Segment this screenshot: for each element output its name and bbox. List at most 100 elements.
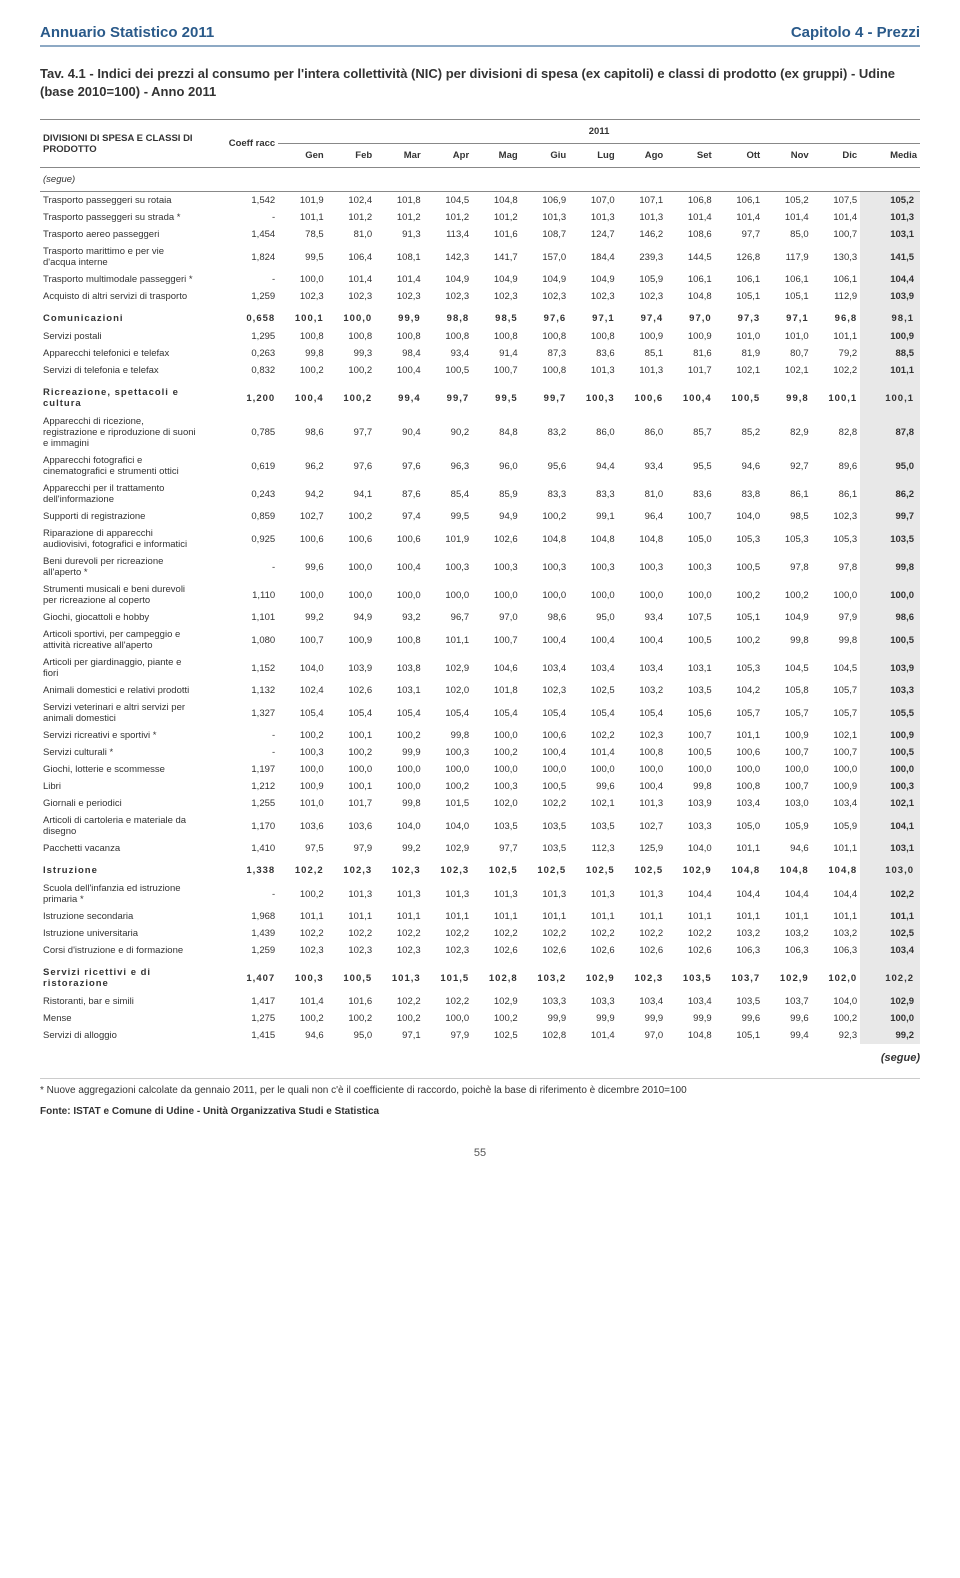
cell-value: 82,9: [763, 413, 812, 452]
cell-value: 102,0: [472, 795, 521, 812]
cell-value: 103,1: [375, 682, 424, 699]
cell-value: 97,7: [327, 413, 376, 452]
cell-value: 103,5: [521, 812, 570, 840]
cell-value: 103,5: [666, 959, 715, 993]
cell-value: 104,0: [715, 508, 764, 525]
segue-open: (segue): [40, 168, 920, 192]
cell-value: 105,9: [618, 271, 667, 288]
page-header: Annuario Statistico 2011 Capitolo 4 - Pr…: [40, 24, 920, 47]
cell-coeff: -: [205, 271, 278, 288]
cell-value: 100,3: [666, 553, 715, 581]
cell-value: 96,2: [278, 452, 327, 480]
cell-coeff: 0,243: [205, 480, 278, 508]
cell-value: 97,4: [375, 508, 424, 525]
cell-value: 101,4: [375, 271, 424, 288]
cell-value: 103,9: [327, 654, 376, 682]
cell-value: 101,4: [715, 209, 764, 226]
cell-value: 105,6: [666, 699, 715, 727]
cell-coeff: 1,170: [205, 812, 278, 840]
table-row: Strumenti musicali e beni durevoli per r…: [40, 581, 920, 609]
cell-value: 101,3: [618, 362, 667, 379]
cell-value: 91,4: [472, 345, 521, 362]
cell-value: 101,4: [569, 744, 618, 761]
row-label: Articoli sportivi, per campeggio e attiv…: [40, 626, 205, 654]
cell-value: 81,6: [666, 345, 715, 362]
cell-value: 104,6: [472, 654, 521, 682]
cell-coeff: 0,619: [205, 452, 278, 480]
table-row: Giochi, lotterie e scommesse1,197100,010…: [40, 761, 920, 778]
cell-value: 100,2: [327, 362, 376, 379]
source: Fonte: ISTAT e Comune di Udine - Unità O…: [40, 1106, 920, 1117]
cell-value: 102,3: [521, 682, 570, 699]
cell-value: 103,5: [569, 812, 618, 840]
cell-value: 100,5: [521, 778, 570, 795]
cell-value: 102,3: [327, 857, 376, 880]
cell-value: 101,3: [618, 209, 667, 226]
cell-value: 103,4: [860, 942, 920, 959]
cell-value: 99,4: [375, 379, 424, 413]
cell-value: 104,0: [424, 812, 473, 840]
cell-value: 100,9: [666, 328, 715, 345]
cell-value: 105,1: [763, 288, 812, 305]
cell-value: 101,1: [472, 908, 521, 925]
cell-value: 99,9: [375, 744, 424, 761]
cell-value: 103,4: [618, 654, 667, 682]
table-row: Corsi d'istruzione e di formazione1,2591…: [40, 942, 920, 959]
cell-value: 95,0: [860, 452, 920, 480]
cell-value: 96,8: [812, 305, 861, 328]
cell-value: 103,5: [472, 812, 521, 840]
cell-value: 102,3: [327, 288, 376, 305]
cell-value: 100,0: [424, 1010, 473, 1027]
cell-value: 94,6: [763, 840, 812, 857]
cell-value: 100,2: [521, 508, 570, 525]
row-label: Servizi culturali *: [40, 744, 205, 761]
cell-value: 105,9: [812, 812, 861, 840]
cell-value: 104,8: [521, 525, 570, 553]
cell-value: 157,0: [521, 243, 570, 271]
cell-value: 105,9: [763, 812, 812, 840]
cell-value: 101,3: [327, 880, 376, 908]
cell-value: 86,2: [860, 480, 920, 508]
cell-value: 97,0: [666, 305, 715, 328]
cell-value: 103,2: [521, 959, 570, 993]
table-row: Servizi di telefonia e telefax0,832100,2…: [40, 362, 920, 379]
cell-value: 100,7: [666, 508, 715, 525]
cell-value: 100,0: [424, 581, 473, 609]
cell-value: 100,4: [569, 626, 618, 654]
cell-value: 100,0: [375, 581, 424, 609]
row-label: Mense: [40, 1010, 205, 1027]
row-label: Riparazione di apparecchi audiovisivi, f…: [40, 525, 205, 553]
cell-value: 104,8: [472, 192, 521, 210]
cell-value: 105,0: [715, 812, 764, 840]
cell-value: 93,4: [424, 345, 473, 362]
cell-value: 101,1: [763, 908, 812, 925]
col-month: Media: [860, 144, 920, 168]
cell-value: 100,7: [812, 744, 861, 761]
cell-value: 81,9: [715, 345, 764, 362]
cell-value: 107,1: [618, 192, 667, 210]
cell-value: 100,7: [278, 626, 327, 654]
cell-value: 102,2: [569, 727, 618, 744]
price-index-table: DIVISIONI DI SPESA E CLASSI DI PRODOTTO …: [40, 119, 920, 1044]
cell-value: 105,4: [569, 699, 618, 727]
cell-value: 101,6: [327, 993, 376, 1010]
cell-coeff: 1,132: [205, 682, 278, 699]
cell-value: 107,5: [666, 609, 715, 626]
col-month: Apr: [424, 144, 473, 168]
cell-value: 100,3: [472, 778, 521, 795]
row-label: Apparecchi di ricezione, registrazione e…: [40, 413, 205, 452]
cell-value: 78,5: [278, 226, 327, 243]
col-month: Giu: [521, 144, 570, 168]
cell-value: 99,5: [278, 243, 327, 271]
cell-value: 106,3: [763, 942, 812, 959]
cell-value: 100,7: [763, 778, 812, 795]
cell-value: 101,1: [812, 840, 861, 857]
cell-value: 100,2: [327, 1010, 376, 1027]
cell-value: 104,0: [278, 654, 327, 682]
cell-value: 102,3: [375, 942, 424, 959]
cell-value: 97,3: [715, 305, 764, 328]
col-month: Mar: [375, 144, 424, 168]
cell-value: 80,7: [763, 345, 812, 362]
cell-value: 100,5: [666, 744, 715, 761]
cell-value: 100,3: [278, 959, 327, 993]
